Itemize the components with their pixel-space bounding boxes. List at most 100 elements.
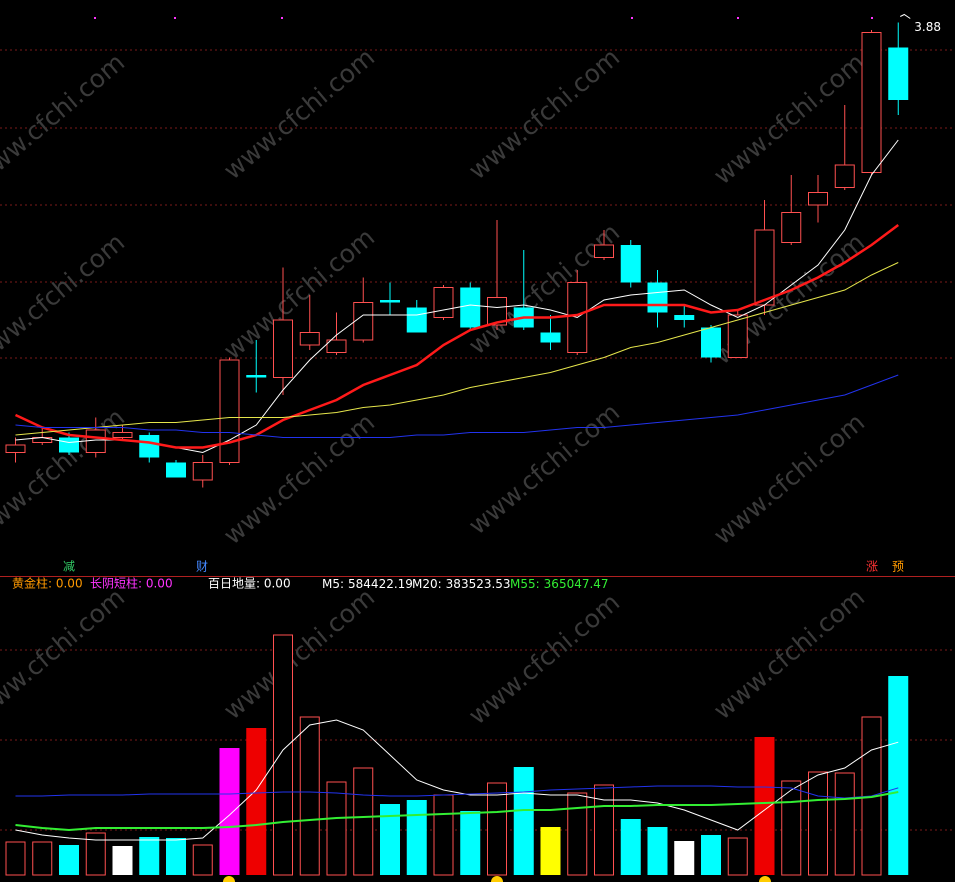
volume-bar [59,845,79,875]
marker-dot [174,17,176,19]
high-label: 3.88 [914,20,941,34]
candle-body [701,327,721,358]
volume-bar [754,737,775,875]
volume-bar [594,784,614,876]
volume-bar [460,811,481,875]
indicator: 百日地量: 0.00 [208,577,291,591]
volume-bar [166,838,186,875]
volume-bar [5,841,26,876]
candle-body [85,429,106,453]
volume-bar [620,819,641,875]
watermark: www.cfchi.com [218,223,380,366]
candle-body [112,432,133,438]
indicator: 黄金柱: 0.00 [12,576,83,591]
legend-entry: M55: 365047.47 [510,577,609,591]
candle-body [219,359,240,463]
watermark: www.cfchi.com [218,583,380,726]
volume-bar [540,827,561,875]
signal: 减 [63,560,75,574]
legend-entry: M5: 584422.19 [322,577,413,591]
candle-body [540,332,561,343]
ma-line [15,719,899,841]
watermark: www.cfchi.com [0,583,130,726]
volume-bar [701,835,721,875]
ma-line [15,374,899,438]
candle-body [299,332,320,346]
candle-body [647,282,668,313]
volume-bar [487,782,507,876]
candle-body [888,47,909,100]
legend-name: M55: [510,577,540,591]
signal-icon [759,876,771,882]
candle-body [192,462,213,481]
watermark: www.cfchi.com [0,228,130,371]
candle-body [781,212,802,243]
candle-body [727,314,748,358]
volume-bar [808,771,828,876]
legend-name: M20: [412,577,442,591]
marker-dot [281,17,283,19]
candle-body [487,297,507,326]
watermark: www.cfchi.com [463,398,625,541]
volume-bar [406,800,427,875]
volume-bar [219,748,240,875]
marker-dot [737,17,739,19]
volume-bar [834,772,855,876]
volume-bar [888,676,909,875]
indicator: 长阴短柱: 0.00 [90,576,173,591]
watermark: www.cfchi.com [463,588,625,731]
volume-bar [32,841,53,876]
ma-line [15,791,899,832]
candle-body [5,444,26,453]
volume-bar [299,716,320,876]
signal: 预 [892,560,904,574]
watermark: www.cfchi.com [218,408,380,551]
ma-line [14,223,899,449]
signal-icon [491,876,503,882]
candle-body [433,287,454,318]
volume-bar [513,767,534,875]
volume-bar [273,634,293,876]
candle-body [273,319,293,378]
volume-bar [326,781,347,876]
candle-body [139,435,160,458]
candle-body [406,307,427,333]
volume-bar [139,837,160,875]
signal: 涨 [866,559,878,574]
candle-body [326,339,347,353]
marker-dot [94,17,96,19]
candle-body [861,32,882,173]
legend-value: 584422.19 [348,577,413,591]
candle-body [620,245,641,283]
volume-bar [85,832,106,876]
volume-bar [246,728,267,875]
signal: 财 [196,560,208,574]
legend-entry: M20: 383523.53 [412,577,511,591]
volume-bar [674,841,695,875]
ma-line [15,785,899,799]
watermark: www.cfchi.com [0,48,130,191]
candle-body [353,302,374,341]
candle-body [460,287,481,328]
watermark: www.cfchi.com [463,43,625,186]
signal-icon [223,876,235,882]
volume-bar [192,844,213,876]
high-pointer [900,13,911,19]
candle-body [834,164,855,188]
candle-body [246,375,267,378]
volume-bar [727,837,748,876]
candle-body [166,462,186,478]
volume-bar [112,846,133,875]
watermark: www.cfchi.com [0,403,130,546]
watermark: www.cfchi.com [218,43,380,186]
volume-bar [353,767,374,876]
watermark: www.cfchi.com [708,408,870,551]
volume-bar [567,792,588,876]
marker-dot [631,17,633,19]
volume-bar [433,794,454,876]
volume-bar [647,827,668,875]
volume-bar [781,780,802,876]
watermark: www.cfchi.com [708,583,870,726]
marker-dot [871,17,873,19]
